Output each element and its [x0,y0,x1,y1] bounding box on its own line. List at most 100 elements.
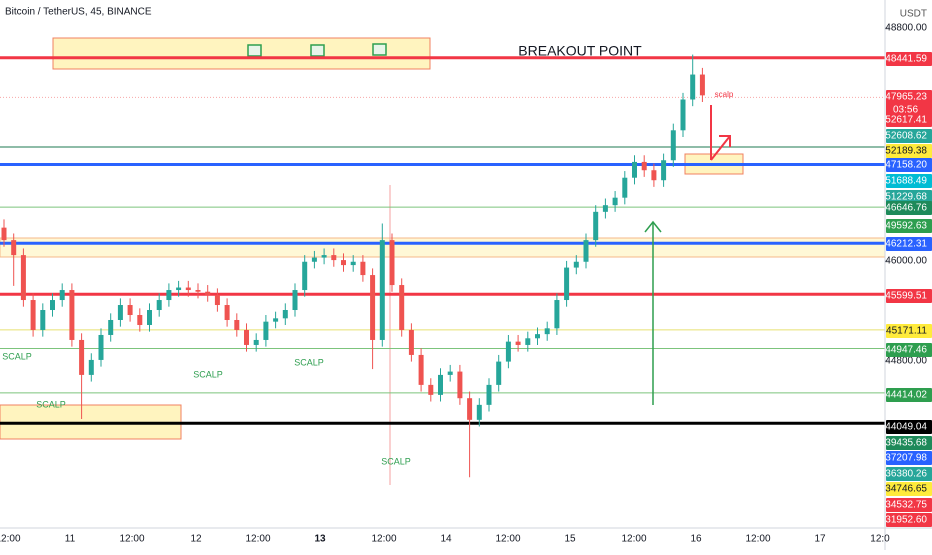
y-tick-label: 48800.00 [885,23,927,34]
plot [0,54,885,478]
annotation: SCALP [381,456,411,466]
candle-body [137,315,143,325]
candle-body [515,341,521,345]
candle-body [50,300,55,311]
candle-body [59,290,65,301]
price-tag-label: 52617.41 [885,115,927,126]
candle-body [583,240,589,262]
price-tag [886,113,932,127]
y-tick-label: 46000.00 [885,256,927,267]
candle-body [263,321,269,340]
candle-body [166,290,172,301]
price-tag [886,52,932,66]
price-tag-label: 47158.20 [885,160,927,171]
candle-body [321,255,327,258]
x-tick-label: 12:0 [870,534,890,545]
price-tag [886,219,932,233]
price-tag-label: 34746.65 [885,484,927,495]
price-tag-label: 52189.38 [885,146,927,157]
x-tick-label: 14 [440,534,452,545]
candle-body [273,318,279,322]
candle-body [234,319,240,330]
price-tag-label: 44947.46 [885,345,927,356]
candle-body [641,161,647,171]
candle-body [670,130,676,161]
candle-body [98,334,104,360]
candle-body [341,260,346,266]
x-tick-label: 12:00 [371,534,396,545]
x-tick-label: 12:00 [119,534,144,545]
price-tag-label: 51229.68 [885,192,927,203]
annotation: SCALP [2,351,32,361]
candle-body [88,359,94,375]
x-tick-label: 12:00 [745,534,770,545]
candle-body [661,160,667,181]
candle-body [40,310,46,330]
candle-body [573,261,579,268]
price-tag [886,201,932,215]
price-tag-label: 44049.04 [885,422,927,433]
candle-body [302,261,308,291]
price-tag-label: 46212.31 [885,239,927,250]
candle-body [438,374,443,395]
y-tick-label: 44800.00 [885,355,927,366]
x-tick-label: 17 [814,534,826,545]
icons [247,43,387,57]
price-tag [886,190,932,204]
price-tag [886,513,932,527]
candle-body [350,261,356,266]
price-tag [886,174,932,188]
candle-body [370,275,376,340]
candle-body [224,305,230,320]
candle-body [408,329,414,355]
candle-body [399,285,405,330]
price-tag [886,451,932,465]
candle-body [311,257,317,262]
price-tag [886,436,932,450]
candle-body [447,371,453,375]
price-tag-label: 44414.02 [885,390,927,401]
price-tag [886,388,932,402]
price-tag [886,90,932,117]
x-tick-label: 11 [65,534,76,545]
candle-body [525,338,531,345]
x-tick-label: 12:00 [495,534,520,545]
candle-body [108,319,114,335]
arrow [644,220,662,405]
price-tag-label: 48441.59 [885,54,927,65]
candle-body [699,74,705,96]
candle-body [176,287,182,291]
candle-body [505,341,511,362]
candle-body [1,227,7,241]
candle-body [253,339,259,345]
zone [52,37,431,70]
candle-body [282,310,288,319]
price-tag [886,324,932,338]
candle-body [379,240,385,340]
price-tag-label: 34532.75 [885,500,927,511]
candle-body [69,290,75,340]
candle-body [496,361,502,385]
x-tick-label: 12 [190,534,202,545]
price-tag [886,158,932,172]
candle-body [185,287,191,291]
candle-body [602,205,608,212]
x-tick-label: 12:00 [0,534,21,545]
candle-body [147,310,152,325]
annotation: SCALP [36,399,66,409]
candle-body [622,177,628,198]
annotation: BREAKOUT POINT [518,43,642,59]
candle-body [467,398,473,420]
candle-body [554,300,560,329]
candle-body [612,197,618,206]
candle-body [156,300,162,311]
candle-body [593,211,599,241]
candle-body [680,99,686,131]
candle-body [30,300,36,330]
annotation: SCALP [193,369,223,379]
candle-body [418,354,424,385]
candle-body [117,305,123,320]
annotation: scalp [715,90,734,99]
price-tag-label: 37207.98 [885,453,927,464]
